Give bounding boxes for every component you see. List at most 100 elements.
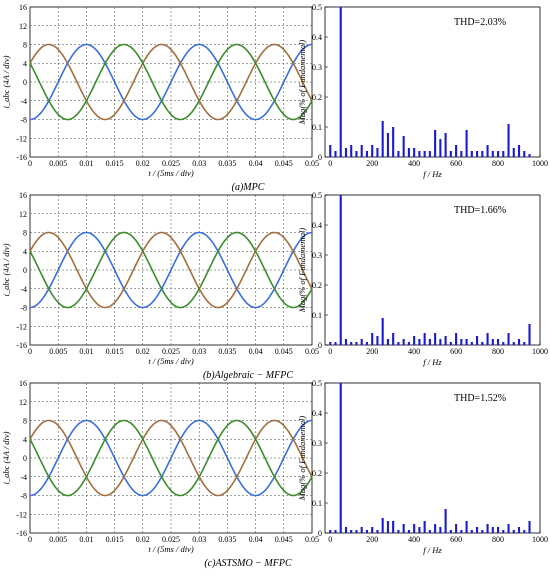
spectrum-x-tick: 200 (366, 347, 378, 356)
spectrum-bar (376, 530, 379, 533)
panel-caption: (b)Algebraic − MFPC (203, 370, 293, 381)
spectrum-bar (376, 148, 379, 157)
spectrum-bar (502, 151, 505, 157)
spectrum-bar (470, 151, 473, 157)
waveform-x-tick: 0 (28, 159, 32, 168)
waveform-series-1 (29, 43, 313, 121)
spectrum-y-tick: 0.4 (312, 221, 322, 230)
spectrum-bar (439, 139, 442, 157)
spectrum-bar (444, 336, 447, 345)
waveform-x-axis-label: t / (5ms / div) (148, 168, 193, 178)
waveform-x-tick: 0.025 (162, 535, 180, 544)
spectrum-bar (470, 342, 473, 345)
spectrum-bar (481, 530, 484, 533)
spectrum-y-tick: 0.1 (312, 499, 322, 508)
spectrum-bar (360, 527, 363, 533)
waveform-x-tick: 0.035 (218, 535, 236, 544)
spectrum-bar (402, 524, 405, 533)
waveform-y-tick: -4 (20, 97, 27, 106)
waveform-x-tick: 0.04 (249, 535, 263, 544)
waveform-x-tick: 0.05 (305, 347, 319, 356)
spectrum-bar (428, 151, 431, 157)
spectrum-plot-area (324, 382, 541, 534)
waveform-x-tick: 0.03 (192, 535, 206, 544)
spectrum-y-tick: 0 (318, 153, 322, 162)
spectrum-bar (381, 121, 384, 157)
spectrum-bar (528, 154, 531, 157)
spectrum-bar (344, 148, 348, 157)
spectrum-bar (517, 145, 521, 157)
spectrum-bar (512, 148, 515, 157)
waveform-series-2 (29, 419, 313, 497)
spectrum-bar (460, 151, 463, 157)
waveform-x-tick: 0.005 (49, 347, 67, 356)
spectrum-bar (497, 151, 500, 157)
waveform-y-axis-label: i_abc (4A / div) (1, 431, 11, 484)
waveform-y-tick: -16 (16, 153, 27, 162)
spectrum-bar (507, 333, 510, 345)
spectrum-bar (381, 318, 384, 345)
spectrum-bar (418, 339, 421, 345)
spectrum-bar (397, 342, 400, 345)
spectrum-bar (481, 151, 484, 157)
spectrum-y-axis-label: Mag(% of Fundamental) (297, 40, 307, 126)
spectrum-bar (491, 151, 494, 157)
spectrum-x-tick: 800 (492, 535, 504, 544)
spectrum-bar (476, 336, 479, 345)
spectrum-bar (355, 151, 358, 157)
spectrum-bar (413, 524, 416, 533)
spectrum-bar (371, 145, 374, 157)
waveform-x-tick: 0.04 (249, 347, 263, 356)
waveform-x-tick: 0.015 (106, 535, 124, 544)
spectrum-x-tick: 1000 (532, 159, 548, 168)
spectrum-bar (329, 145, 332, 157)
waveform-x-tick: 0.005 (49, 159, 67, 168)
waveform-x-tick: 0.045 (275, 535, 293, 544)
spectrum-bar (413, 336, 416, 345)
waveform-x-tick: 0.045 (275, 159, 293, 168)
waveform-chart: 0 0.005 0.01 0.015 0.02 0.025 0.03 0.035 0.04 0.0… (1, 3, 319, 178)
spectrum-x-tick: 800 (492, 347, 504, 356)
spectrum-bar (407, 342, 410, 345)
spectrum-bar (528, 521, 531, 533)
spectrum-bar (344, 527, 348, 533)
spectrum-bar (334, 530, 337, 533)
spectrum-bar (386, 521, 389, 533)
waveform-y-tick: 4 (23, 435, 27, 444)
spectrum-bar (329, 342, 332, 345)
spectrum-bar (455, 145, 458, 157)
waveform-y-tick: 16 (19, 379, 27, 388)
spectrum-bar (397, 530, 400, 533)
spectrum-chart: 0 200 400 600 800 1000 0 0.1 0.2 0.3 0.4 0.5 THD=2.0… (297, 3, 548, 179)
panel-b: 0 0.005 0.01 0.015 0.02 0.025 0.03 0.035 0.04 0.0… (1, 191, 548, 381)
spectrum-x-axis-label: f / Hz (423, 357, 442, 367)
spectrum-bar (407, 148, 410, 157)
waveform-x-tick: 0.03 (192, 347, 206, 356)
waveform-y-tick: 16 (19, 191, 27, 200)
spectrum-bar (376, 336, 379, 345)
spectrum-bar (444, 509, 447, 533)
spectrum-bar (339, 383, 342, 533)
waveform-y-tick: -12 (16, 510, 27, 519)
spectrum-x-tick: 800 (492, 159, 504, 168)
spectrum-y-tick: 0.3 (312, 251, 322, 260)
spectrum-bar (334, 151, 337, 157)
spectrum-x-tick: 1000 (532, 535, 548, 544)
spectrum-bar (402, 339, 405, 345)
spectrum-y-tick: 0.1 (312, 123, 322, 132)
spectrum-bar (392, 127, 395, 157)
spectrum-bar (434, 130, 437, 157)
waveform-x-tick: 0.015 (106, 347, 124, 356)
spectrum-bar (486, 524, 489, 533)
waveform-y-tick: 8 (23, 417, 27, 426)
spectrum-bar (491, 339, 494, 345)
spectrum-bar (470, 530, 473, 533)
thd-label: THD=1.66% (454, 205, 506, 216)
waveform-y-tick: -8 (20, 492, 27, 501)
spectrum-x-tick: 400 (408, 347, 420, 356)
spectrum-bar (418, 151, 421, 157)
spectrum-bar (397, 151, 400, 157)
spectrum-chart: 0 200 400 600 800 1000 0 0.1 0.2 0.3 0.4 0.5 THD=1.5… (297, 379, 548, 555)
waveform-series-1 (29, 231, 313, 309)
